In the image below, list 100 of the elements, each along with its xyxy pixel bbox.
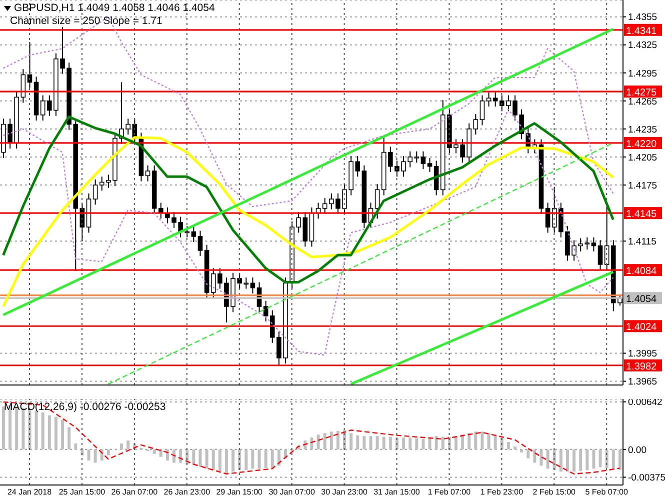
text: Channel size = 250 Slope = 1.71: [10, 15, 164, 28]
bar: [87, 449, 90, 461]
bar: [618, 449, 622, 470]
bar: [74, 443, 78, 450]
candlestick: [191, 226, 196, 243]
bar: [159, 449, 162, 457]
bar: [198, 449, 202, 466]
bar: [323, 433, 326, 450]
bar: [350, 433, 353, 450]
candlestick: [92, 178, 98, 206]
candlestick: [427, 157, 432, 172]
bar: [316, 434, 320, 450]
bar: [152, 449, 156, 454]
bar: [34, 410, 38, 450]
y-tick-label: 1.4235: [628, 124, 658, 136]
bar: [54, 416, 58, 450]
x-tick-label: 2 Feb 15:00: [532, 488, 576, 497]
ref-line-label: 1.4275: [626, 88, 658, 99]
bar: [586, 449, 589, 470]
candlestick: [480, 94, 485, 126]
bar: [120, 443, 124, 450]
y-tick-label: 1.4325: [628, 40, 658, 52]
x-tick-label: 26 Jan 23:00: [164, 488, 211, 497]
x-tick-label: 1 Feb 07:00: [428, 488, 472, 497]
bar: [258, 449, 261, 469]
x-tick-label: 25 Jan 15:00: [58, 488, 106, 497]
candlestick: [473, 114, 478, 136]
bar: [94, 449, 97, 463]
x-tick-label: 1 Feb 23:00: [480, 488, 524, 497]
bar: [408, 438, 412, 450]
bar: [428, 438, 432, 450]
bar: [172, 449, 176, 463]
candlestick: [420, 150, 426, 170]
ref-line-label: 1.4220: [626, 138, 658, 150]
bar: [251, 449, 254, 469]
bar: [166, 449, 169, 461]
y-tick-label: 1.4205: [628, 152, 658, 164]
bar: [533, 449, 536, 463]
bar: [474, 432, 478, 450]
y-tick-label: 1.4175: [628, 180, 658, 192]
candlestick: [198, 230, 203, 257]
bar: [356, 435, 360, 450]
bar: [454, 436, 458, 450]
candlestick: [40, 94, 46, 122]
bar: [126, 440, 130, 450]
bar: [540, 449, 543, 466]
bar: [264, 449, 268, 468]
ref-line-label: 1.4145: [626, 209, 658, 220]
bar: [441, 436, 444, 450]
candlestick: [591, 236, 596, 252]
bar: [494, 434, 497, 450]
bar: [388, 436, 392, 450]
candlestick: [374, 184, 380, 220]
x-tick-label: 31 Jan 15:00: [374, 488, 420, 497]
bar: [68, 427, 71, 450]
y-tick-label: -0.00375: [628, 472, 665, 484]
x-tick-label: 5 Feb 07:00: [585, 488, 629, 497]
bar: [402, 438, 406, 450]
ref-line-label: 1.4054: [626, 294, 658, 306]
bar: [434, 436, 438, 450]
candlestick: [145, 164, 150, 182]
bar: [212, 449, 215, 470]
line-series: [2, 116, 614, 284]
candlestick: [250, 277, 256, 294]
bar: [514, 446, 517, 450]
bar: [579, 449, 582, 471]
bar: [526, 449, 530, 458]
bar: [48, 415, 51, 450]
bar: [566, 449, 569, 472]
bar: [376, 436, 379, 450]
candlestick: [492, 92, 498, 108]
x-tick-label: 29 Jan 15:00: [216, 488, 264, 497]
bar: [362, 436, 366, 450]
x-tick-label: 26 Jan 07:00: [111, 488, 158, 497]
y-tick-label: 1.4295: [628, 68, 658, 80]
bar: [244, 449, 248, 470]
bar: [2, 406, 5, 450]
candlestick: [598, 240, 603, 271]
y-tick-label: 1.4115: [628, 236, 656, 248]
bar: [487, 433, 490, 450]
bar: [480, 432, 484, 450]
bar: [612, 449, 615, 469]
y-tick-label: 0.00: [628, 444, 646, 456]
bar: [468, 433, 471, 450]
ref-line-label: 1.3982: [626, 361, 658, 372]
bar: [572, 449, 576, 472]
bar: [41, 412, 44, 450]
bar: [218, 449, 222, 472]
bar: [336, 430, 340, 450]
ref-line-label: 1.4084: [626, 266, 658, 278]
bar: [192, 449, 196, 464]
bar: [415, 438, 418, 450]
y-tick-label: 1.3995: [628, 348, 658, 360]
bar: [382, 436, 386, 450]
bar: [224, 449, 228, 474]
bar: [61, 420, 64, 450]
bar: [179, 449, 182, 463]
x-tick-label: 30 Jan 23:00: [321, 488, 368, 497]
bar: [106, 449, 110, 456]
y-tick-label: 1.4265: [628, 96, 658, 108]
